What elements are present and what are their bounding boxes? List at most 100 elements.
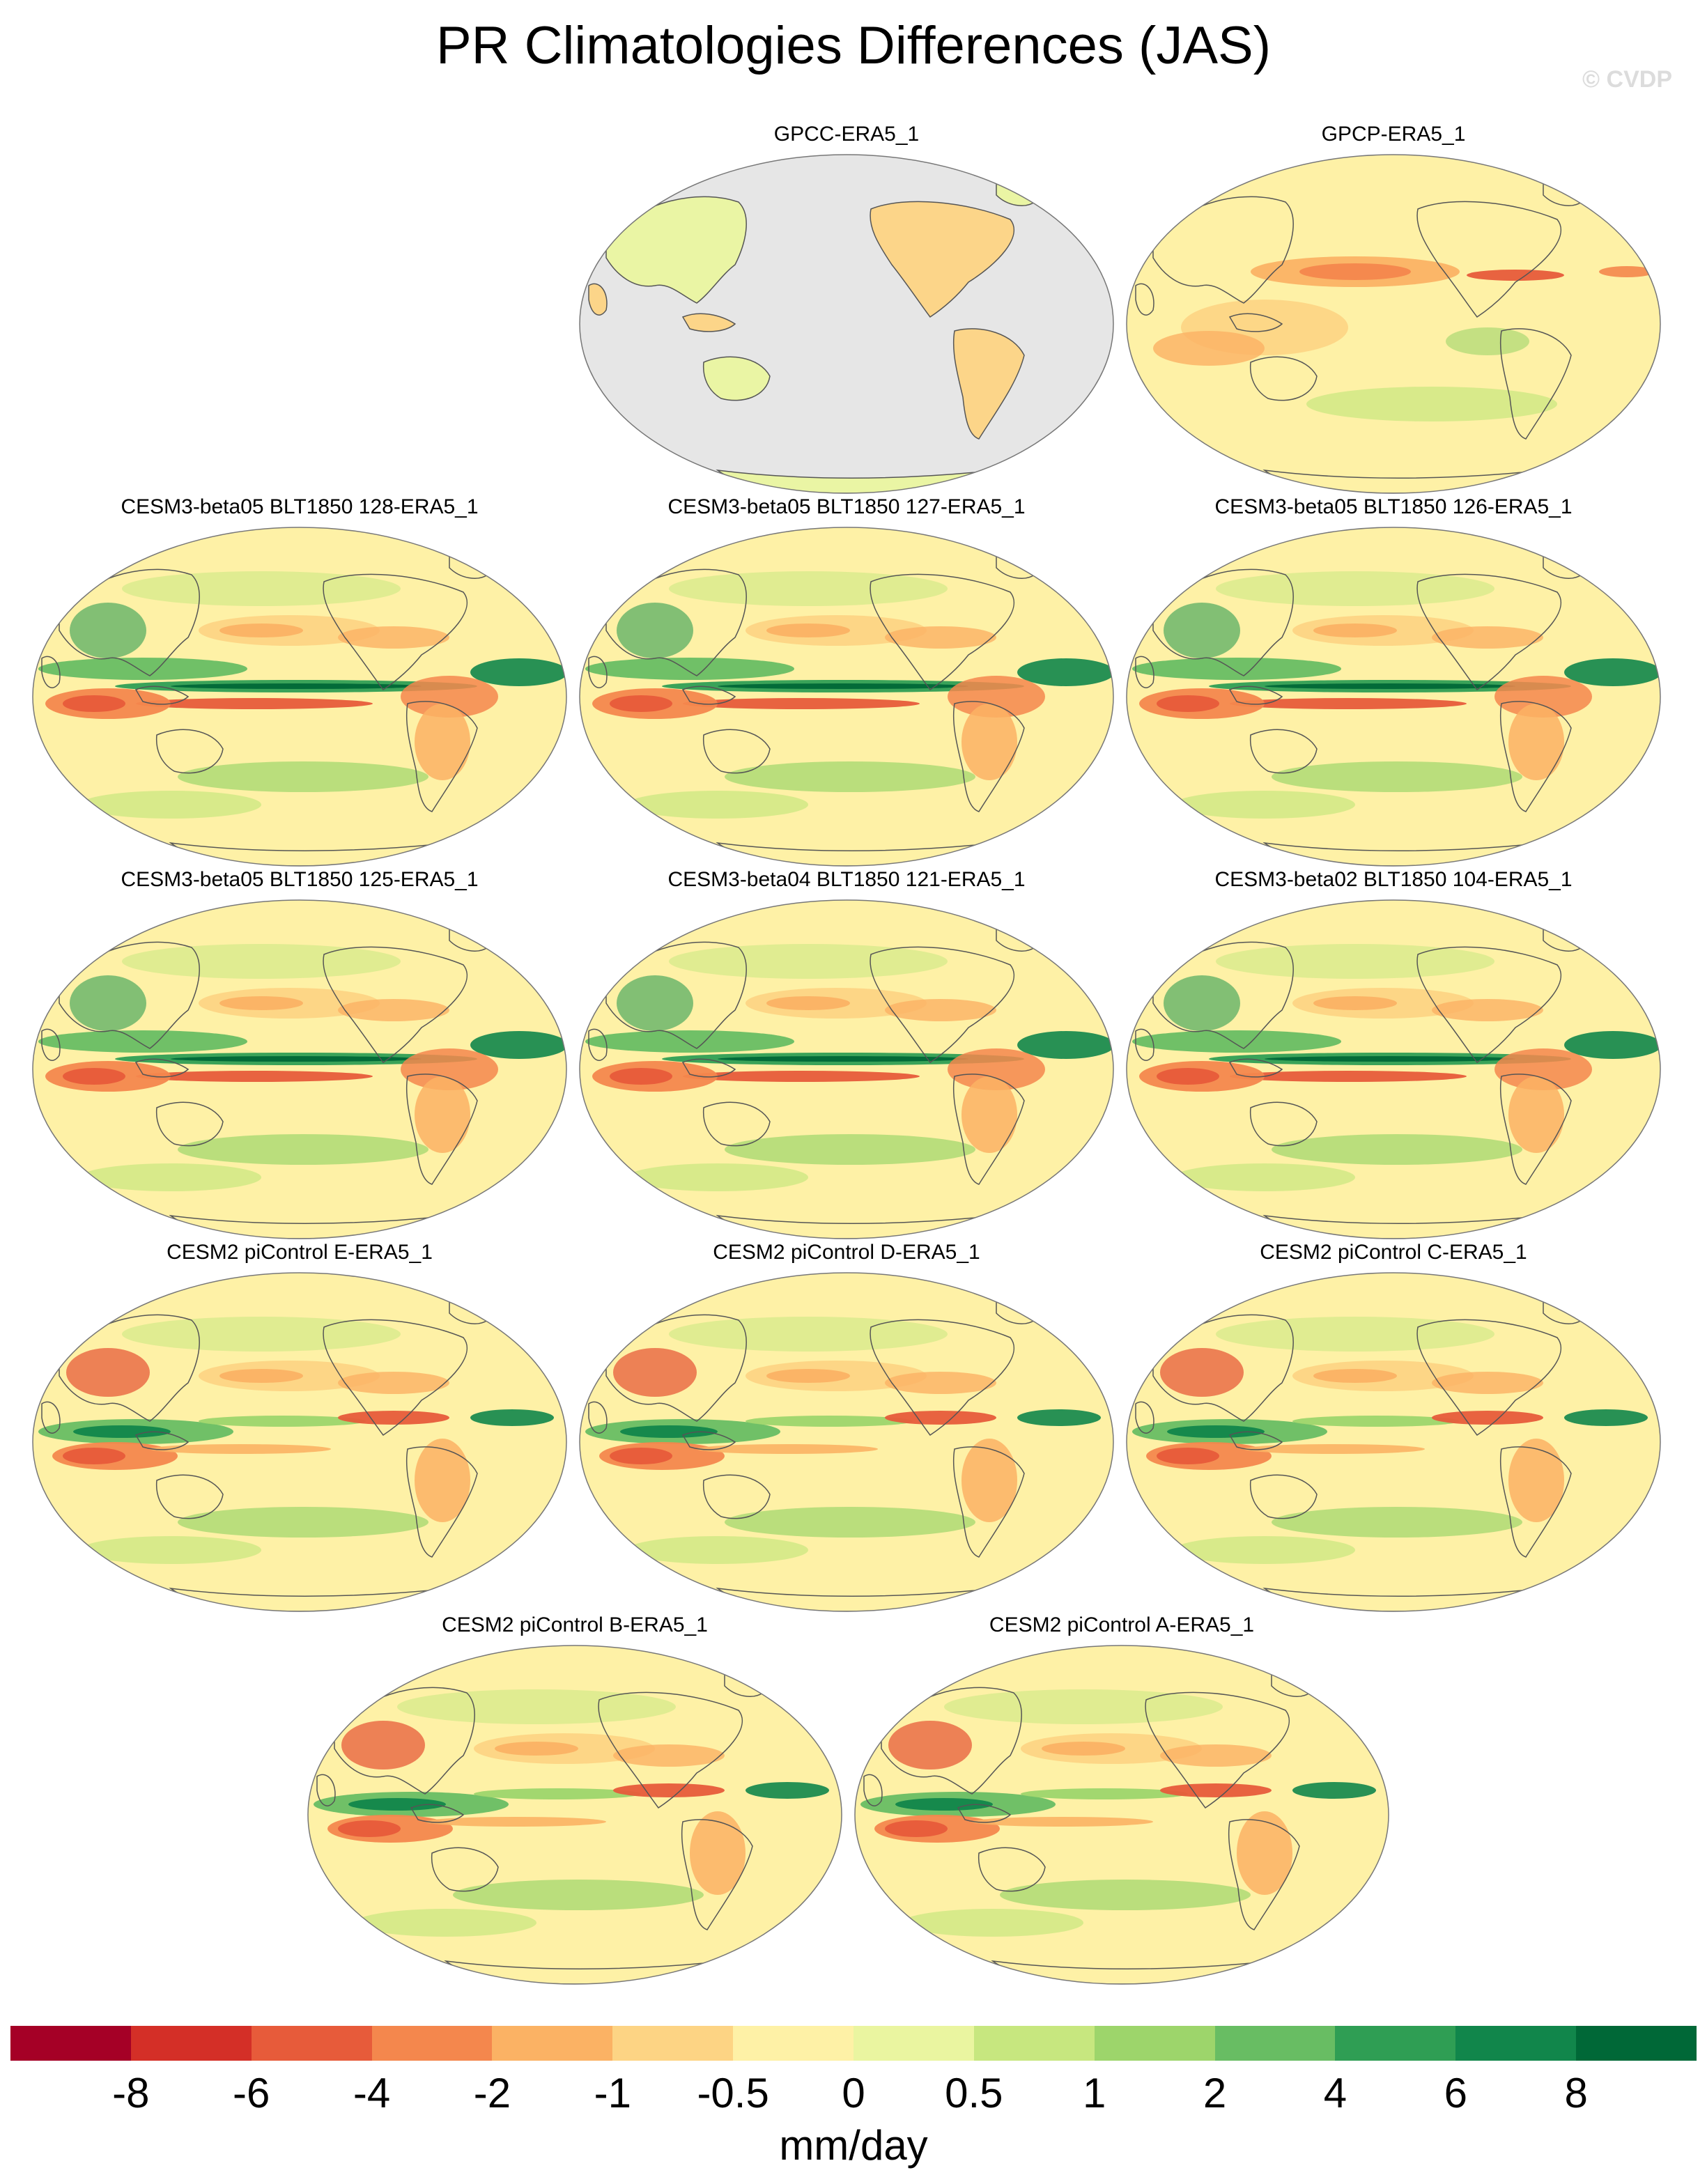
panel-title: CESM3-beta05 BLT1850 125-ERA5_1 — [121, 868, 479, 891]
colorbar-segment — [371, 2026, 493, 2061]
precip-anomaly-field — [718, 1056, 968, 1062]
robinson-map — [32, 899, 567, 1239]
precip-anomaly-field — [80, 1536, 261, 1564]
panel-title: CESM3-beta04 BLT1850 121-ERA5_1 — [667, 868, 1026, 891]
coastline — [588, 656, 608, 688]
precip-anomaly-field — [1174, 791, 1355, 819]
map-outline — [32, 1272, 567, 1612]
coastline — [681, 1819, 753, 1930]
coastline — [863, 1774, 883, 1806]
precip-anomaly-field — [199, 1416, 366, 1427]
precip-anomaly-field — [902, 1909, 1083, 1937]
robinson-map — [579, 527, 1114, 867]
precip-anomaly-field — [683, 698, 920, 709]
precip-anomaly-field — [1017, 1031, 1113, 1059]
precip-anomaly-field — [766, 996, 850, 1010]
precip-anomaly-field — [669, 1317, 948, 1352]
coastline — [870, 946, 1015, 1064]
map-outline — [579, 527, 1114, 867]
colorbar-tick-label: -0.5 — [697, 2070, 769, 2116]
precip-anomaly-field — [66, 1348, 150, 1397]
robinson-map — [1126, 154, 1661, 494]
coastline — [952, 1446, 1025, 1558]
panel-title: CESM3-beta02 BLT1850 104-ERA5_1 — [1214, 868, 1573, 891]
precip-anomaly-field — [585, 658, 794, 680]
coastline — [1416, 1319, 1562, 1436]
precip-anomaly-field — [746, 1416, 913, 1427]
precip-anomaly-field — [219, 624, 303, 637]
robinson-map — [579, 154, 1114, 494]
precip-anomaly-field — [1299, 263, 1411, 280]
coastline — [334, 1687, 475, 1795]
coastline — [588, 1401, 608, 1434]
precip-anomaly-field — [122, 944, 401, 979]
precip-anomaly-field — [766, 1369, 850, 1383]
precip-anomaly-field — [401, 676, 498, 718]
precip-anomaly-field — [690, 1811, 746, 1895]
precip-anomaly-field — [474, 1788, 641, 1799]
coastline — [870, 1319, 1015, 1436]
precip-anomaly-field — [425, 1817, 606, 1827]
colorbar-segment — [1094, 2026, 1215, 2061]
figure-title: PR Climatologies Differences (JAS) — [435, 16, 1272, 75]
precip-anomaly-field — [63, 1068, 125, 1085]
coastline — [316, 1774, 336, 1806]
precip-anomaly-field — [397, 1689, 676, 1724]
precip-anomaly-field — [1265, 683, 1515, 689]
colorbar-tick-label: -2 — [473, 2070, 511, 2116]
coastline — [431, 1847, 499, 1892]
precip-anomaly-field — [617, 975, 693, 1031]
map-panel: CESM3-beta04 BLT1850 121-ERA5_1 — [578, 868, 1115, 1240]
precip-anomaly-field — [1564, 1409, 1648, 1426]
precip-anomaly-field — [338, 999, 449, 1021]
precip-anomaly-field — [961, 704, 1017, 780]
precip-anomaly-field — [73, 1425, 171, 1438]
colorbar-tick-label: -6 — [233, 2070, 270, 2116]
precip-anomaly-field — [961, 1076, 1017, 1153]
precip-anomaly-field — [627, 1163, 808, 1191]
coastline — [1249, 356, 1318, 401]
precip-anomaly-field — [1216, 944, 1494, 979]
coastline — [588, 283, 608, 316]
coastline — [405, 1074, 478, 1185]
robinson-map — [579, 899, 1114, 1239]
precip-anomaly-field — [1160, 1744, 1272, 1767]
coastline — [881, 1687, 1022, 1795]
precip-anomaly-field — [415, 704, 470, 780]
map-panel: CESM3-beta02 BLT1850 104-ERA5_1 — [1125, 868, 1662, 1240]
coastline — [1416, 573, 1562, 691]
precip-anomaly-field — [70, 975, 146, 1031]
map-outline — [307, 1645, 842, 1985]
map-panel: CESM2 piControl C-ERA5_1 — [1125, 1241, 1662, 1613]
precip-anomaly-field — [669, 571, 948, 606]
coastline — [405, 701, 478, 812]
coastline — [588, 1028, 608, 1061]
precip-anomaly-field — [1432, 626, 1543, 649]
colorbar-segment — [251, 2026, 372, 2061]
colorbar-units: mm/day — [779, 2122, 928, 2169]
precip-anomaly-field — [1164, 603, 1240, 658]
map-outline — [1126, 154, 1661, 494]
colorbar-tick-label: -8 — [112, 2070, 150, 2116]
precip-anomaly-field — [1157, 1448, 1219, 1464]
precip-anomaly-field — [683, 1071, 920, 1082]
colorbar-tick-label: 0 — [842, 2070, 865, 2116]
coastline — [1152, 1314, 1294, 1422]
coastline — [1499, 1446, 1572, 1558]
precip-anomaly-field — [1174, 1163, 1355, 1191]
panel-title: CESM2 piControl B-ERA5_1 — [442, 1613, 708, 1636]
precip-anomaly-field — [766, 624, 850, 637]
colorbar-tick-label: 4 — [1323, 2070, 1347, 2116]
map-panel: CESM2 piControl E-ERA5_1 — [31, 1241, 568, 1613]
precip-anomaly-field — [885, 1372, 996, 1394]
precip-anomaly-field — [885, 999, 996, 1021]
colorbar-segment — [733, 2026, 854, 2061]
colorbar-segment — [1455, 2026, 1577, 2061]
colorbar-segment — [10, 2026, 131, 2061]
robinson-map — [1126, 527, 1661, 867]
precip-anomaly-field — [495, 1742, 578, 1756]
map-panel: CESM2 piControl A-ERA5_1 — [854, 1613, 1390, 1985]
precip-anomaly-field — [1265, 1056, 1515, 1062]
precip-anomaly-field — [1446, 327, 1529, 355]
robinson-map — [1126, 1272, 1661, 1612]
